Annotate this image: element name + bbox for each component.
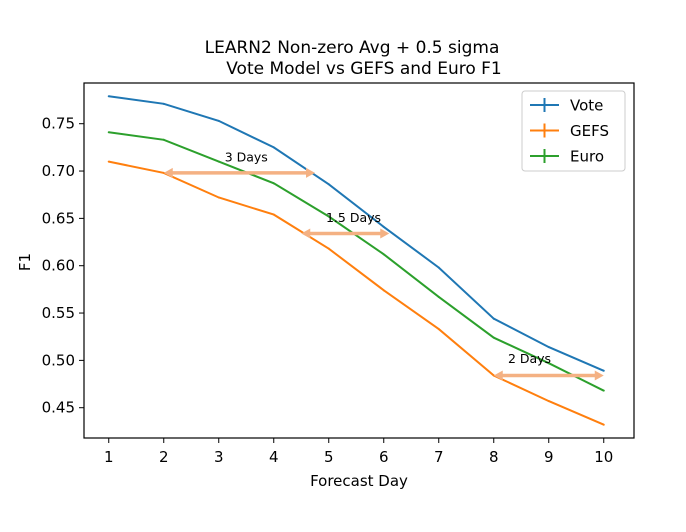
legend-box xyxy=(521,90,626,172)
annotations: 3 Days 1.5 Days 2 Days xyxy=(163,150,604,381)
x-tick-label: 3 xyxy=(214,448,224,466)
series-line-vote xyxy=(108,95,605,372)
annotation-label: 3 Days xyxy=(225,150,268,165)
x-tick-label: 5 xyxy=(324,448,334,466)
annotation-arrow-head xyxy=(306,167,315,178)
x-tick-label: 2 xyxy=(159,448,169,466)
y-axis: 0.45 0.50 0.55 0.60 0.65 0.70 0.75 xyxy=(42,115,84,417)
y-tick-label: 0.70 xyxy=(42,162,75,180)
x-tick-label: 7 xyxy=(434,448,444,466)
chart-subtitle: Vote Model vs GEFS and Euro F1 xyxy=(226,59,502,79)
x-tick-label: 9 xyxy=(544,448,554,466)
annotation-arrow-head xyxy=(493,370,503,381)
legend-label-vote: Vote xyxy=(570,97,603,115)
x-tick-label: 10 xyxy=(594,448,613,466)
annotation-label: 2 Days xyxy=(508,351,551,366)
legend-label-gefs: GEFS xyxy=(570,122,609,140)
y-tick-label: 0.75 xyxy=(42,115,75,133)
x-axis-label: Forecast Day xyxy=(310,472,408,490)
x-tick-label: 8 xyxy=(489,448,499,466)
x-axis: 1 2 3 4 5 6 7 8 9 10 xyxy=(104,438,613,466)
annotation-arrow: 1.5 Days xyxy=(301,210,390,239)
annotation-arrow-head xyxy=(163,167,173,178)
legend: Vote GEFS Euro xyxy=(521,90,626,172)
y-axis-label: F1 xyxy=(16,253,34,271)
y-tick-label: 0.65 xyxy=(42,209,75,227)
y-tick-label: 0.55 xyxy=(42,304,75,322)
annotation-arrow-head xyxy=(380,228,390,239)
legend-label-euro: Euro xyxy=(570,148,604,166)
y-tick-label: 0.60 xyxy=(42,257,75,275)
annotation-arrow: 2 Days xyxy=(493,351,604,381)
x-tick-label: 4 xyxy=(269,448,279,466)
series-lines xyxy=(107,95,605,426)
y-tick-label: 0.50 xyxy=(42,351,75,369)
annotation-label: 1.5 Days xyxy=(326,210,381,225)
x-tick-label: 6 xyxy=(379,448,389,466)
series-line-euro xyxy=(108,131,605,392)
annotation-arrow-head xyxy=(301,228,311,239)
annotation-arrow-head xyxy=(594,370,604,381)
chart-title: LEARN2 Non-zero Avg + 0.5 sigma xyxy=(205,38,500,58)
series-line-gefs xyxy=(108,160,605,426)
x-tick-label: 1 xyxy=(104,448,114,466)
annotation-arrow: 3 Days xyxy=(163,150,315,178)
y-tick-label: 0.45 xyxy=(42,399,75,417)
